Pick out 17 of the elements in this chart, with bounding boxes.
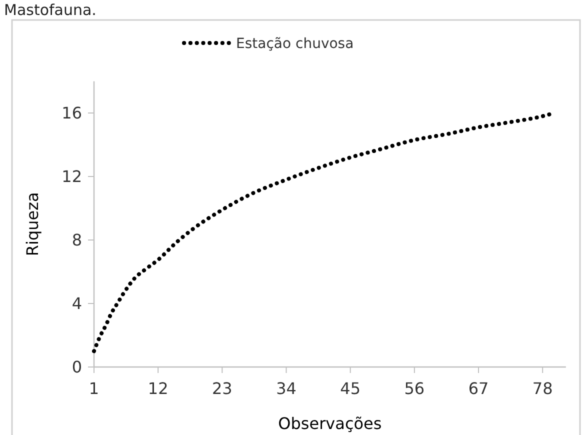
y-tick-label: 0	[72, 358, 82, 377]
chart-title: Mastofauna.	[4, 1, 96, 19]
x-tick-label: 78	[532, 379, 553, 398]
legend-label: Estação chuvosa	[236, 36, 354, 52]
x-axis-title: Observações	[278, 414, 382, 433]
x-tick-label: 12	[148, 379, 168, 398]
x-tick-label: 34	[276, 379, 296, 398]
y-tick-label: 12	[62, 167, 82, 186]
x-tick-label: 1	[88, 379, 100, 398]
y-tick-label: 4	[72, 294, 82, 314]
y-axis-title: Riqueza	[23, 192, 42, 256]
x-tick-label: 23	[212, 379, 232, 398]
x-tick-label: 67	[468, 379, 489, 398]
y-tick-label: 8	[72, 230, 82, 250]
x-tick-label: 45	[340, 379, 361, 398]
y-tick-label: 16	[62, 104, 82, 123]
x-tick-label: 56	[404, 379, 425, 398]
